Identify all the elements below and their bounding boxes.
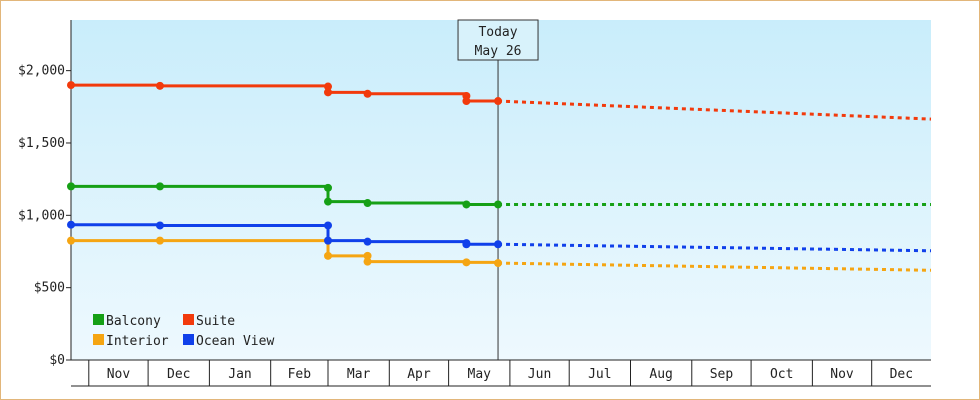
x-tick-label: Feb: [288, 367, 312, 382]
series-balcony: [67, 182, 931, 209]
data-point: [494, 259, 503, 268]
legend-swatch: [183, 314, 194, 325]
series-layer: [67, 81, 932, 272]
legend-swatch: [93, 314, 104, 325]
x-tick-label: Dec: [167, 367, 190, 382]
x-tick-label: Nov: [830, 367, 854, 382]
x-tick-label: Jan: [228, 367, 251, 382]
x-tick-label: Jul: [588, 367, 611, 382]
data-point: [155, 182, 164, 191]
data-point: [363, 257, 372, 266]
series-suite: [67, 81, 932, 121]
x-tick-label: May: [468, 367, 492, 382]
data-point: [462, 200, 471, 209]
y-tick-label: $500: [34, 281, 65, 296]
data-point: [324, 236, 333, 245]
legend-label: Interior: [106, 334, 169, 349]
data-point: [155, 221, 164, 230]
x-tick-label: Mar: [347, 367, 371, 382]
x-tick-label: Aug: [649, 367, 672, 382]
data-point: [67, 81, 75, 90]
data-point: [462, 97, 471, 106]
legend-label: Ocean View: [196, 334, 274, 349]
plot-area: [71, 20, 931, 360]
today-marker: Today May 26: [457, 19, 539, 360]
data-point: [494, 97, 503, 106]
data-point: [155, 81, 164, 90]
y-axis: $0 $500 $1,000 $1,500 $2,000: [18, 20, 72, 368]
series-forecast-line: [498, 261, 932, 272]
legend-swatch: [183, 334, 194, 345]
today-box: [457, 19, 539, 61]
legend-label: Suite: [196, 314, 235, 329]
data-point: [67, 220, 75, 229]
today-date: May 26: [475, 44, 522, 59]
data-point: [155, 236, 164, 245]
y-tick-label: $1,500: [18, 136, 65, 151]
data-point: [324, 221, 333, 230]
data-point: [363, 251, 372, 260]
x-axis: Nov Dec Jan Feb Mar Apr May Jun Jul Aug Sep Oct Nov D…: [71, 359, 931, 387]
data-point: [324, 88, 333, 97]
series-forecast-line: [497, 99, 932, 121]
y-tick-label: $0: [49, 353, 65, 368]
data-point: [363, 89, 372, 98]
legend: Balcony Suite Interior Ocean View: [93, 314, 274, 349]
y-tick-label: $1,000: [18, 208, 65, 223]
data-point: [324, 197, 333, 206]
legend-swatch: [93, 334, 104, 345]
data-point: [462, 258, 471, 267]
data-point: [494, 200, 503, 209]
x-tick-label: Apr: [407, 367, 431, 382]
data-point: [494, 240, 503, 249]
x-tick-label: Nov: [107, 367, 131, 382]
legend-label: Balcony: [106, 314, 161, 329]
x-tick-label: Jun: [528, 367, 551, 382]
data-point: [324, 251, 333, 260]
data-point: [324, 82, 333, 91]
data-point: [363, 237, 372, 246]
data-point: [462, 240, 471, 249]
y-tick-label: $2,000: [18, 64, 65, 79]
data-point: [324, 183, 333, 192]
today-label: Today: [478, 25, 517, 40]
x-tick-label: Dec: [890, 367, 913, 382]
data-point: [67, 182, 75, 191]
series-ocean-view: [67, 220, 932, 253]
x-tick-label: Sep: [710, 367, 734, 382]
data-point: [67, 236, 75, 245]
x-tick-label: Oct: [770, 367, 793, 382]
data-point: [363, 199, 372, 208]
series-forecast-line: [498, 242, 932, 253]
